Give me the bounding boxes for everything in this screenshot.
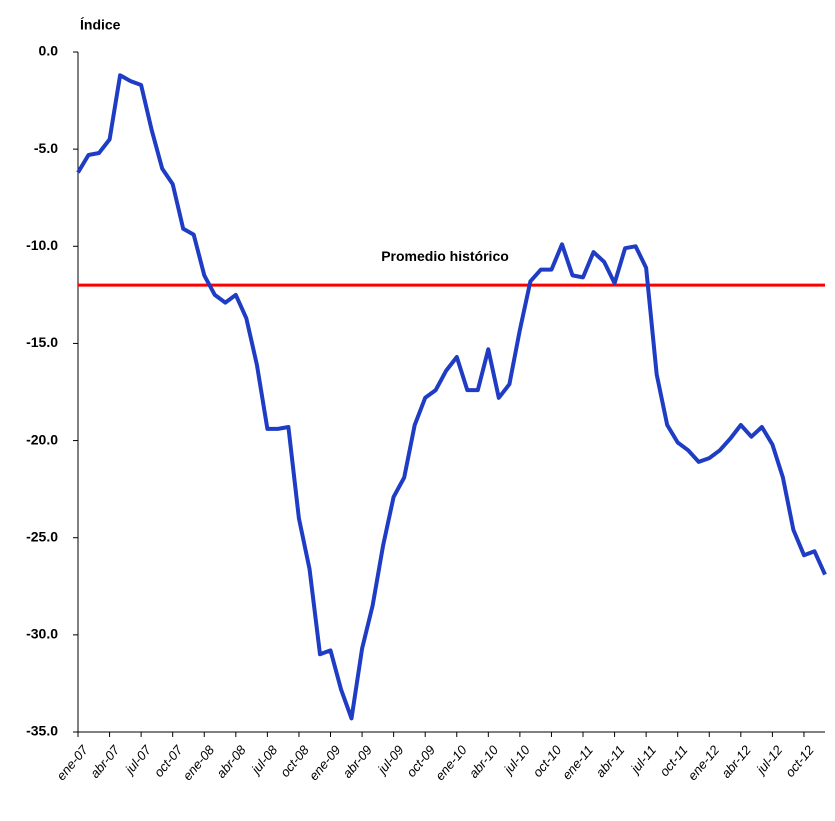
x-tick-label: jul-10 — [500, 742, 534, 778]
x-tick-label: abr-07 — [87, 742, 123, 781]
x-tick-label: ene-07 — [53, 742, 91, 783]
data-line — [76, 73, 827, 721]
y-tick-label: -20.0 — [26, 431, 58, 447]
x-tick-label: abr-08 — [213, 742, 249, 781]
x-tick-label: oct-12 — [782, 742, 817, 780]
y-tick-label: -10.0 — [26, 237, 58, 253]
x-tick-label: ene-09 — [306, 742, 344, 783]
y-tick-label: -25.0 — [26, 528, 58, 544]
x-tick-label: abr-11 — [593, 742, 628, 780]
x-tick-label: jul-07 — [121, 742, 155, 778]
reference-label: Promedio histórico — [381, 248, 509, 264]
x-tick-label: abr-09 — [340, 742, 375, 780]
x-tick-label: abr-10 — [466, 742, 502, 781]
x-tick-label: jul-11 — [626, 742, 659, 777]
y-tick-label: -35.0 — [26, 723, 58, 739]
x-tick-label: ene-08 — [180, 742, 218, 783]
x-tick-label: jul-08 — [247, 742, 281, 778]
x-tick-label: abr-12 — [718, 742, 754, 781]
y-tick-label: 0.0 — [39, 43, 59, 59]
x-tick-label: ene-12 — [685, 742, 723, 783]
x-tick-label: jul-12 — [752, 742, 786, 778]
y-tick-label: -5.0 — [34, 140, 58, 156]
x-tick-label: ene-11 — [559, 742, 596, 782]
x-tick-label: ene-10 — [432, 742, 470, 783]
y-axis-label: Índice — [80, 17, 121, 33]
y-tick-label: -30.0 — [26, 626, 58, 642]
x-tick-label: jul-09 — [373, 742, 406, 778]
y-tick-label: -15.0 — [26, 334, 58, 350]
